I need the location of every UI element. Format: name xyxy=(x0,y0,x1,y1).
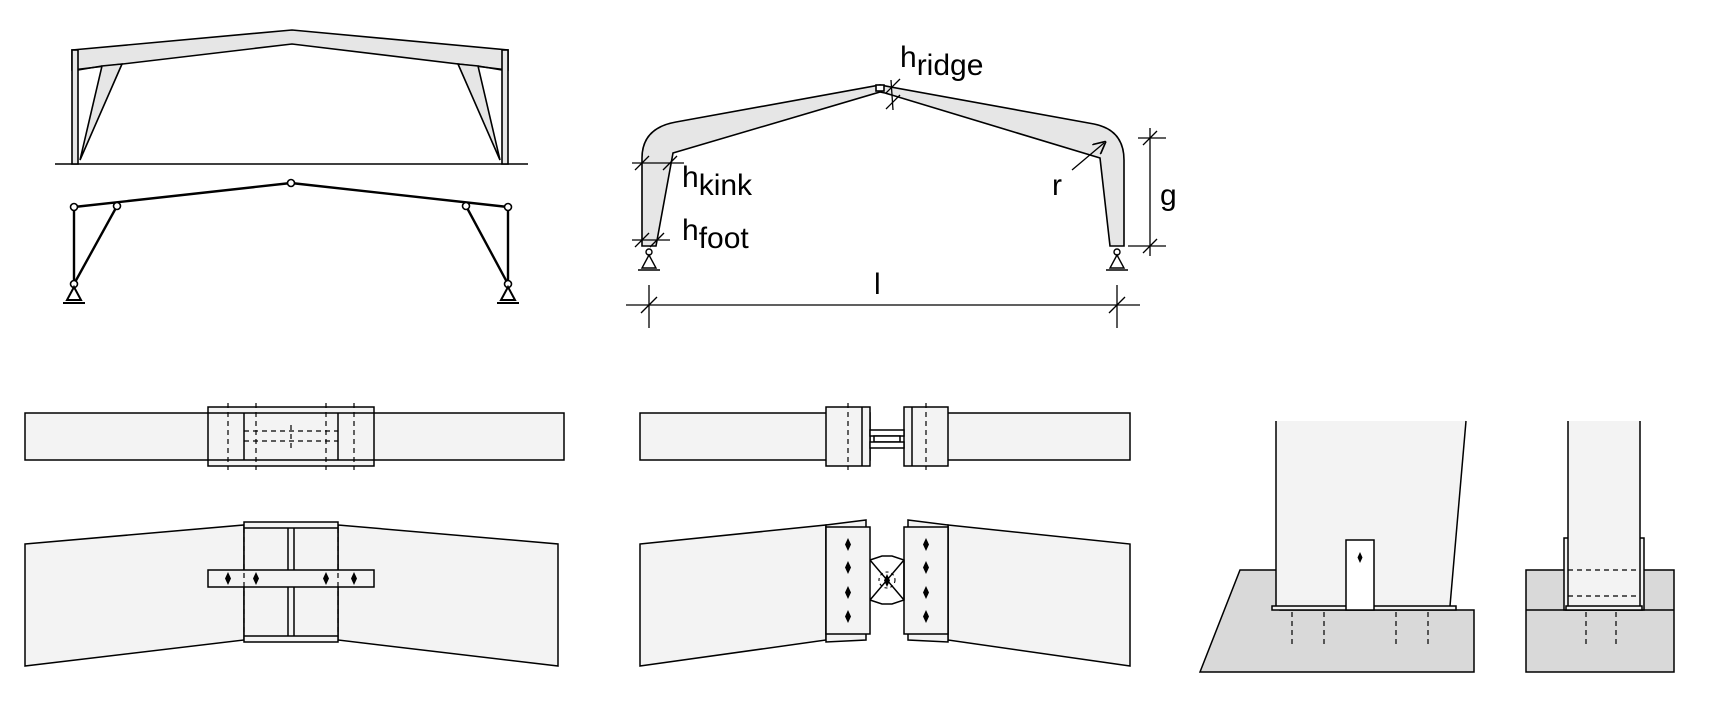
static-system xyxy=(63,178,519,304)
left-haunch-joint xyxy=(77,65,103,71)
connector-hidden xyxy=(878,571,896,589)
span-tick-right xyxy=(1108,296,1126,314)
foot-tick-right xyxy=(649,232,665,248)
label-h-kink: hkink xyxy=(682,161,753,202)
hinge-left-eave xyxy=(69,202,79,212)
bolt-r1 xyxy=(916,538,936,551)
anchor-bolts-front xyxy=(1291,612,1429,646)
hinge-left-strut xyxy=(112,201,122,211)
label-r: r xyxy=(1052,169,1062,202)
right-support xyxy=(499,284,517,301)
kink-tick-right xyxy=(662,155,678,171)
left-beam-segment xyxy=(24,524,245,667)
base-plate-side xyxy=(1565,605,1643,611)
haunched-frame-elevation xyxy=(55,29,528,165)
kink-dimension xyxy=(632,155,684,171)
left-haunch xyxy=(79,63,124,161)
foot-dimension xyxy=(632,232,670,248)
hinge-right-eave xyxy=(503,202,513,212)
endplate-connection-top-view xyxy=(639,403,1131,470)
bolt-r4 xyxy=(916,610,936,623)
left-column xyxy=(71,49,79,165)
bolt-3 xyxy=(316,572,336,585)
hidden-side-lines xyxy=(1568,569,1640,646)
column-shaft-fill xyxy=(1276,421,1466,606)
right-support-triangle xyxy=(1108,253,1126,269)
ridge-line xyxy=(890,79,894,111)
left-support-triangle xyxy=(640,253,658,269)
label-l: l xyxy=(874,268,881,301)
bolts-row xyxy=(218,572,364,585)
ridge-dimension xyxy=(885,78,901,111)
ridge-tick-bottom xyxy=(885,94,901,110)
radius-arrow xyxy=(1071,143,1104,171)
hinge-ridge xyxy=(286,178,296,188)
bolt-1 xyxy=(218,572,238,585)
shear-plate xyxy=(1345,539,1375,611)
left-beam-elevation xyxy=(639,524,827,667)
bolt-l3 xyxy=(838,586,858,599)
label-g: g xyxy=(1160,179,1177,212)
rafter-left-bar xyxy=(73,181,292,209)
endplate-hidden-lines xyxy=(847,403,927,470)
connector-mid xyxy=(873,435,901,443)
span-dimension xyxy=(626,285,1140,328)
connector-pin-hidden xyxy=(878,571,896,589)
bolt-2 xyxy=(246,572,266,585)
label-h-foot: hfoot xyxy=(682,214,749,255)
splice-cover-plate xyxy=(207,569,375,588)
left-support xyxy=(65,284,83,301)
hinge-right-strut xyxy=(461,201,471,211)
side-column-fill xyxy=(1568,421,1640,606)
bolt-l1 xyxy=(838,538,858,551)
right-beam-elevation xyxy=(947,524,1131,667)
curved-frame xyxy=(641,84,1125,247)
column-base-side-view xyxy=(1525,421,1675,673)
endplate-connection-elevation xyxy=(639,519,1131,667)
splice-connection-elevation xyxy=(24,521,559,667)
label-h-ridge: hridge xyxy=(900,41,983,82)
right-haunch xyxy=(456,63,501,161)
support-symbols xyxy=(63,284,519,304)
height-tick-bottom xyxy=(1142,238,1158,254)
bolt-l4 xyxy=(838,610,858,623)
hidden-edges xyxy=(243,528,339,636)
connector-top xyxy=(869,429,905,437)
curved-frame-dimensioned xyxy=(626,78,1166,328)
dimension-labels: hridge hkink hfoot r g l xyxy=(682,41,1177,301)
height-tick-top xyxy=(1142,130,1158,146)
bolt-l2 xyxy=(838,561,858,574)
column-right-edge xyxy=(1449,420,1467,607)
rafter-right-bar xyxy=(290,181,509,209)
bolt-r2 xyxy=(916,561,936,574)
rafter xyxy=(71,29,509,71)
right-column xyxy=(501,49,509,165)
connector-profile xyxy=(869,555,905,605)
bolt-centre xyxy=(877,574,897,587)
height-dimension xyxy=(1128,128,1166,256)
column-base-front-view xyxy=(1198,420,1475,673)
connector-bottom xyxy=(869,441,905,449)
foot-tick-left xyxy=(634,232,650,248)
ridge-hinge xyxy=(875,84,885,92)
ridge-tick-top xyxy=(885,78,901,94)
bolt-4 xyxy=(344,572,364,585)
shear-plate-bolt xyxy=(1352,552,1368,563)
left-strut-bar xyxy=(72,205,119,285)
right-strut-bar xyxy=(464,205,510,285)
hidden-lines xyxy=(227,403,355,470)
right-beam-segment xyxy=(337,524,559,667)
span-tick-left xyxy=(640,296,658,314)
kink-tick-left xyxy=(634,155,650,171)
splice-connection-top-view xyxy=(24,403,565,470)
right-haunch-joint xyxy=(477,65,503,71)
endplate-bolts xyxy=(838,538,936,623)
bolt-r3 xyxy=(916,586,936,599)
